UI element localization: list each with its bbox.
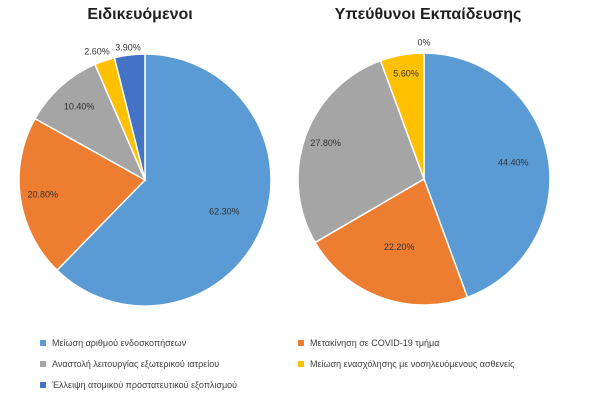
pie2-slice-2 [314, 177, 469, 306]
legend-item-1: Μείωση αριθμού ενδοσκοπήσεων [40, 338, 186, 348]
pie1-slice-5 [113, 53, 146, 181]
chart-title-left: Ειδικευόμενοι [87, 6, 193, 23]
pie2-slice-3 [297, 59, 425, 244]
pie1-data-label-2: 20.80% [28, 189, 59, 199]
pie2-data-label-2: 22.20% [384, 242, 415, 252]
legend-item-3: Αναστολή λειτουργίας εξωτερικού ιατρείου [40, 359, 219, 369]
legend-label-4: Μείωση ενασχόλησης με νοσηλευόμενους ασθ… [310, 359, 515, 369]
pie1-slice-1 [55, 53, 272, 307]
legend-swatch-2 [298, 340, 304, 346]
chart-title-right: Υπεύθυνοι Εκπαίδευσης [334, 6, 522, 23]
pie2-data-label-5: 0% [417, 37, 430, 47]
pie2-data-label-4: 5.60% [393, 68, 419, 78]
pie1-slice-2 [18, 117, 147, 272]
legend-label-1: Μείωση αριθμού ενδοσκοπήσεων [52, 338, 187, 348]
legend-swatch-4 [298, 361, 304, 367]
pie1-data-label-4: 2.60% [84, 46, 110, 56]
pie1-data-label-3: 10.40% [64, 101, 95, 111]
legend-label-2: Μετακίνηση σε COVID-19 τμήμα [310, 338, 440, 348]
pie1-slice-3 [33, 63, 147, 182]
legend-swatch-3 [40, 361, 46, 367]
pie1-data-label-1: 62.30% [209, 207, 240, 217]
legend-item-4: Μείωση ενασχόλησης με νοσηλευόμενους ασθ… [298, 359, 514, 369]
legend-swatch-1 [40, 340, 46, 346]
legend-item-5: Έλλειψη ατομικού προστατευτικού εξοπλισμ… [40, 380, 237, 390]
legend-swatch-5 [40, 382, 46, 388]
pie2-data-label-3: 27.80% [310, 138, 341, 148]
legend-item-2: Μετακίνηση σε COVID-19 τμήμα [298, 338, 439, 348]
pie2-slice-4 [379, 52, 425, 180]
legend-label-3: Αναστολή λειτουργίας εξωτερικού ιατρείου [52, 359, 220, 369]
pie2-data-label-1: 44.40% [498, 157, 529, 167]
pie1-data-label-5: 3.90% [115, 42, 141, 52]
legend-label-5: Έλλειψη ατομικού προστατευτικού εξοπλισμ… [52, 380, 238, 390]
pie2-slice-1 [423, 52, 551, 299]
